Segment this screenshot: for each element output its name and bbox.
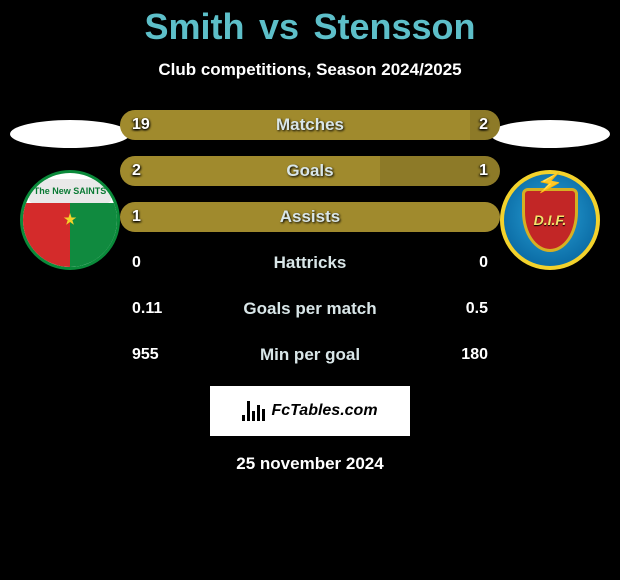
team-b-badge-text: D.I.F. (522, 188, 578, 252)
crest-shadow (10, 120, 130, 148)
stat-row: 192Matches (120, 110, 500, 140)
stat-value-a: 19 (120, 110, 162, 140)
team-b-crest: ⚡ D.I.F. (500, 170, 600, 270)
team-a-badge-text: The New SAINTS (29, 179, 111, 203)
stat-row: 955 180Min per goal (120, 340, 500, 370)
player-a-name: Smith (144, 6, 244, 47)
stat-label: Hattricks (120, 248, 500, 278)
team-a-badge: The New SAINTS ★ (20, 170, 120, 270)
stat-value-a: 2 (120, 156, 153, 186)
stat-label: Min per goal (120, 340, 500, 370)
vs-label: vs (259, 6, 299, 47)
crest-shadow (490, 120, 610, 148)
stat-value-b: 0.5 (454, 294, 500, 324)
stat-row: 21Goals (120, 156, 500, 186)
bars-icon (242, 401, 265, 421)
stat-value-a: 955 (120, 340, 171, 370)
stat-value-a: 0.11 (120, 294, 174, 324)
stat-bar-a (120, 202, 500, 232)
stat-label: Goals per match (120, 294, 500, 324)
stat-row: 0 0Hattricks (120, 248, 500, 278)
stat-value-b: 0 (467, 248, 500, 278)
stat-value-a: 1 (120, 202, 153, 232)
watermark-text: FcTables.com (271, 402, 377, 420)
watermark: FcTables.com (210, 386, 410, 436)
team-a-crest: The New SAINTS ★ (20, 170, 120, 270)
stat-value-b: 2 (467, 110, 500, 140)
stat-bar-a (120, 110, 470, 140)
date: 25 november 2024 (0, 454, 620, 474)
stat-value-b: 1 (467, 156, 500, 186)
subtitle: Club competitions, Season 2024/2025 (0, 60, 620, 80)
stats-container: 192Matches21Goals1Assists00Hattricks0.11… (120, 110, 500, 370)
page-title: Smith vs Stensson (0, 0, 620, 48)
stat-value-b: 180 (449, 340, 500, 370)
player-b-name: Stensson (313, 6, 475, 47)
bolt-icon: ⚡ (534, 167, 566, 198)
star-icon: ★ (64, 211, 77, 228)
stat-bar-a (120, 156, 380, 186)
stat-row: 1Assists (120, 202, 500, 232)
stat-value-a: 0 (120, 248, 153, 278)
team-b-badge: ⚡ D.I.F. (500, 170, 600, 270)
stat-row: 0.11 0.5Goals per match (120, 294, 500, 324)
